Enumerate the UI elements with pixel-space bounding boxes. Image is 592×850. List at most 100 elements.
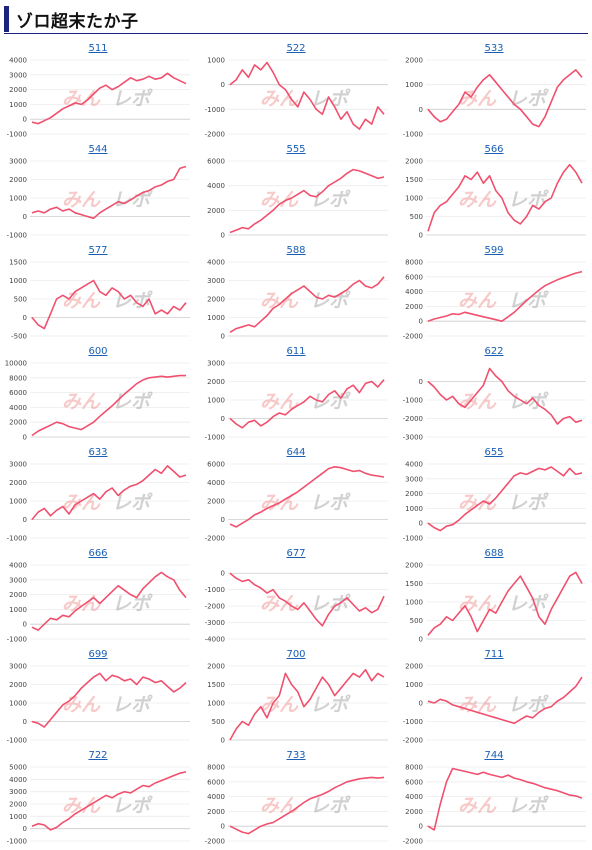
y-tick-label: 0 [419, 520, 423, 528]
y-tick-label: 0 [419, 700, 423, 708]
chart-title-link[interactable]: 511 [88, 43, 108, 54]
y-tick-label: 4000 [9, 57, 27, 65]
line-chart: -2000 -1000 0 1000 2000 みん レポ [403, 663, 586, 745]
y-tick-label: 3000 [9, 461, 27, 469]
chart-title-link[interactable]: 711 [484, 649, 504, 660]
y-tick-label: 0 [23, 621, 27, 629]
y-tick-label: 0 [221, 737, 225, 745]
series-line [427, 767, 583, 831]
y-tick-label: 4000 [405, 793, 423, 801]
chart-title-link[interactable]: 655 [484, 447, 504, 458]
series-line [229, 168, 385, 234]
y-tick-label: 3000 [207, 360, 225, 368]
line-chart: 0 500 1000 1500 2000 みん レポ [405, 562, 586, 644]
y-tick-label: 4000 [9, 562, 27, 570]
series-line [229, 379, 385, 429]
chart-panel: 588 0 1000 2000 3000 4000 みん レポ [198, 242, 394, 343]
y-tick-label: 0 [221, 232, 225, 240]
chart-panel: 622 -3000 -2000 -1000 0 みん レポ [396, 343, 592, 444]
watermark-logo: レポ [112, 189, 153, 211]
y-tick-label: 4000 [9, 404, 27, 412]
watermark-logo: みん [458, 88, 497, 110]
y-tick-label: -2000 [205, 603, 225, 611]
y-tick-label: 3000 [9, 788, 27, 796]
chart-title-link[interactable]: 577 [88, 245, 108, 256]
line-chart: -1000 0 1000 2000 3000 4000 5000 みん レポ [7, 764, 190, 846]
y-tick-label: 1000 [9, 498, 27, 506]
chart-panel: 700 0 500 1000 1500 2000 みん レポ [198, 646, 394, 747]
y-tick-label: -1000 [7, 737, 27, 745]
chart-title-link[interactable]: 699 [88, 649, 108, 660]
y-tick-label: 2000 [9, 591, 27, 599]
y-tick-label: 0 [221, 81, 225, 89]
watermark-logo: レポ [310, 189, 351, 211]
chart-title-link[interactable]: 533 [484, 43, 504, 54]
chart-title-link[interactable]: 722 [88, 750, 108, 761]
y-tick-label: 2000 [405, 562, 423, 570]
watermark-logo: レポ [310, 391, 351, 413]
series-line [427, 466, 583, 532]
y-tick-label: 0 [419, 318, 423, 326]
watermark-logo: みん [458, 593, 497, 615]
y-tick-label: 1500 [405, 580, 423, 588]
chart-title-link[interactable]: 677 [286, 548, 306, 559]
watermark-logo: みん [458, 694, 497, 716]
y-tick-label: 2000 [405, 303, 423, 311]
y-tick-label: 6000 [9, 389, 27, 397]
chart-title-link[interactable]: 611 [286, 346, 306, 357]
chart-title-link[interactable]: 688 [484, 548, 504, 559]
y-tick-label: -2000 [205, 131, 225, 139]
y-tick-label: 1000 [405, 681, 423, 689]
series-line [31, 374, 186, 437]
line-chart: 0 2000 4000 6000 みん レポ [207, 158, 388, 240]
chart-title-link[interactable]: 588 [286, 245, 306, 256]
y-tick-label: -1000 [403, 397, 423, 405]
chart-title-link[interactable]: 744 [484, 750, 504, 761]
header-accent-bar [4, 6, 9, 32]
chart-title-link[interactable]: 544 [88, 144, 108, 155]
y-tick-label: 2000 [207, 808, 225, 816]
chart-title-link[interactable]: 644 [286, 447, 306, 458]
chart-title-link[interactable]: 622 [484, 346, 504, 357]
chart-title-link[interactable]: 555 [286, 144, 306, 155]
watermark-logo: レポ [508, 88, 549, 110]
chart-title-link[interactable]: 666 [88, 548, 108, 559]
watermark-logo: レポ [310, 795, 351, 817]
watermark-logo: レポ [112, 391, 153, 413]
chart-title-link[interactable]: 633 [88, 447, 108, 458]
line-chart: -4000 -3000 -2000 -1000 0 みん レポ [205, 570, 388, 644]
chart-title-link[interactable]: 599 [484, 245, 504, 256]
chart-panel: 577 -500 0 500 1000 1500 みん レポ [0, 242, 196, 343]
y-tick-label: 2000 [207, 498, 225, 506]
y-tick-label: -3000 [403, 434, 423, 442]
y-tick-label: 1000 [9, 813, 27, 821]
y-tick-label: 8000 [405, 259, 423, 267]
chart-title-link[interactable]: 566 [484, 144, 504, 155]
page-header: ゾロ超末たか子 [0, 0, 592, 40]
watermark-logo: みん [458, 492, 497, 514]
y-tick-label: 2000 [207, 296, 225, 304]
y-tick-label: 0 [419, 106, 423, 114]
y-tick-label: 4000 [207, 793, 225, 801]
chart-title-link[interactable]: 733 [286, 750, 306, 761]
y-tick-label: -1000 [205, 434, 225, 442]
y-tick-label: 5000 [9, 764, 27, 772]
page-title: ゾロ超末たか子 [16, 12, 139, 32]
watermark-logo: みん [62, 391, 101, 413]
chart-panel: 711 -2000 -1000 0 1000 2000 みん レポ [396, 646, 592, 747]
y-tick-label: 1000 [9, 606, 27, 614]
chart-title-link[interactable]: 600 [88, 346, 108, 357]
chart-title-link[interactable]: 700 [286, 649, 306, 660]
chart-title-link[interactable]: 522 [286, 43, 306, 54]
watermark-logo: レポ [112, 593, 153, 615]
line-chart: 0 500 1000 1500 2000 みん レポ [207, 663, 388, 745]
y-tick-label: 1000 [207, 397, 225, 405]
y-tick-label: 500 [410, 617, 423, 625]
line-chart: -2000 0 2000 4000 6000 8000 みん レポ [403, 764, 586, 846]
